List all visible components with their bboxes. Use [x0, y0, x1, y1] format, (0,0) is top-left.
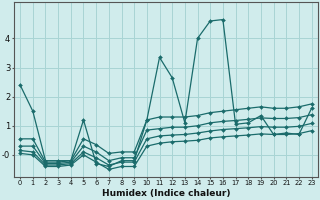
X-axis label: Humidex (Indice chaleur): Humidex (Indice chaleur): [102, 189, 230, 198]
